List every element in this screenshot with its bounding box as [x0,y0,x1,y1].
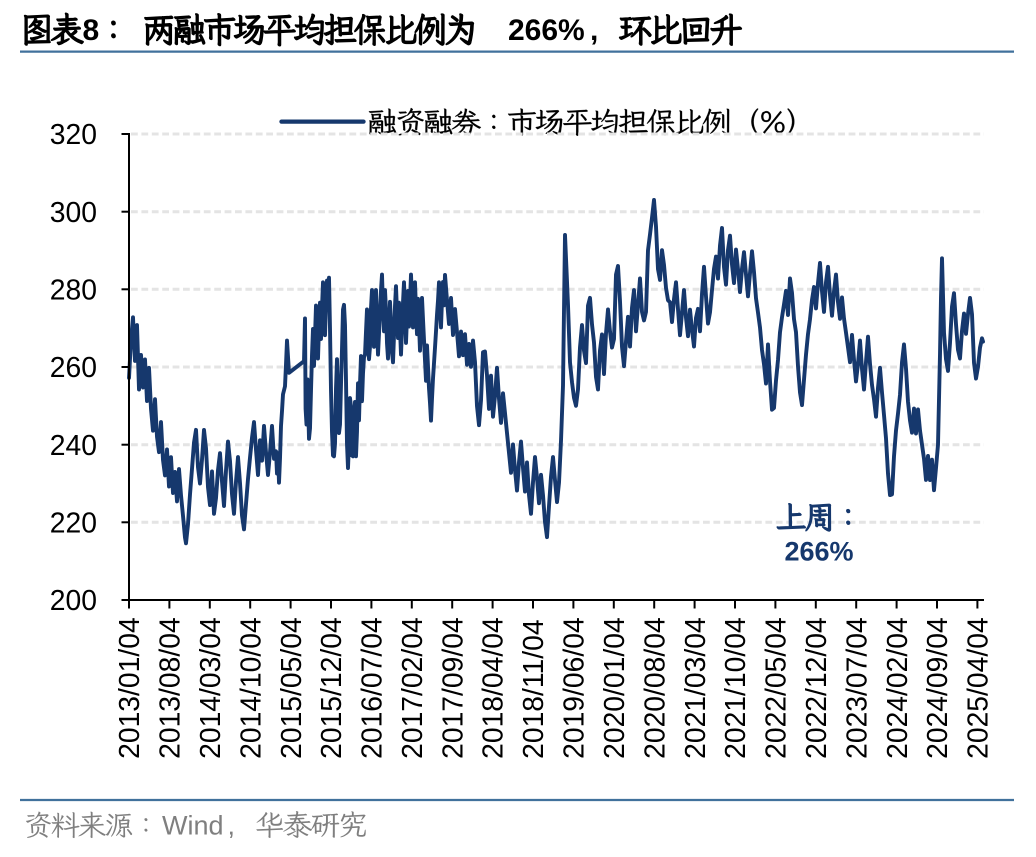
svg-text:2014/03/04: 2014/03/04 [194,617,226,759]
svg-text:,: , [590,14,598,47]
svg-text:266%: 266% [785,537,854,567]
svg-text:2021/03/04: 2021/03/04 [679,617,711,759]
svg-text:266%: 266% [508,14,585,47]
svg-text:2017/09/04: 2017/09/04 [436,617,468,759]
svg-text:2020/01/04: 2020/01/04 [598,617,630,759]
svg-text:280: 280 [50,273,97,305]
svg-text:320: 320 [50,118,97,150]
svg-text:2021/10/04: 2021/10/04 [719,617,751,759]
svg-text:2022/05/04: 2022/05/04 [760,617,792,759]
svg-text:2023/07/04: 2023/07/04 [840,617,872,759]
svg-text:2024/02/04: 2024/02/04 [881,617,913,759]
svg-text:2025/04/04: 2025/04/04 [962,617,994,759]
svg-text:200: 200 [50,584,97,616]
svg-text:300: 300 [50,196,97,228]
svg-text:2015/12/04: 2015/12/04 [315,617,347,759]
svg-text:2017/02/04: 2017/02/04 [396,617,428,759]
svg-text:2013/01/04: 2013/01/04 [113,617,145,759]
svg-text:Wind: Wind [162,810,224,840]
svg-text:8: 8 [83,14,100,47]
svg-text:2016/07/04: 2016/07/04 [356,617,388,759]
svg-text:260: 260 [50,351,97,383]
svg-text:2018/11/04: 2018/11/04 [517,619,549,759]
svg-text:220: 220 [50,506,97,538]
svg-text:2013/08/04: 2013/08/04 [154,617,186,759]
svg-text:2018/04/04: 2018/04/04 [477,617,509,759]
svg-text:240: 240 [50,429,97,461]
svg-text:2022/12/04: 2022/12/04 [800,617,832,759]
svg-text:,: , [228,810,236,840]
svg-text:2019/06/04: 2019/06/04 [558,617,590,759]
svg-text:2015/05/04: 2015/05/04 [275,617,307,759]
svg-text:2014/10/04: 2014/10/04 [234,617,266,759]
svg-text:2020/08/04: 2020/08/04 [638,617,670,759]
svg-text:2024/09/04: 2024/09/04 [921,617,953,759]
